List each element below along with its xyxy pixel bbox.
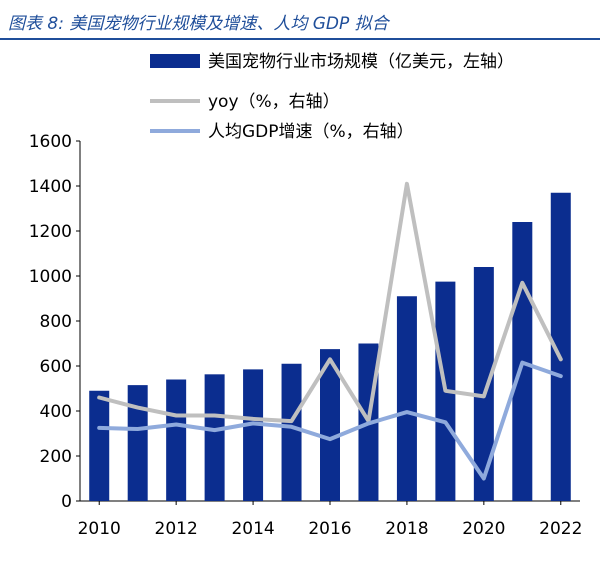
y-tick-label: 1200	[29, 222, 72, 242]
bar	[320, 349, 340, 501]
figure-title: 图表 8: 美国宠物行业规模及增速、人均 GDP 拟合	[8, 14, 391, 34]
bar	[204, 374, 225, 501]
x-tick-label: 2016	[308, 519, 351, 539]
bar	[243, 369, 264, 501]
legend: 美国宠物行业市场规模（亿美元，左轴） yoy（%，右轴） 人均GDP增速（%，右轴）	[150, 52, 514, 142]
legend-label: 美国宠物行业市场规模（亿美元，左轴）	[208, 52, 514, 72]
legend-label: 人均GDP增速（%，右轴）	[208, 122, 414, 142]
x-tick-label: 2014	[231, 519, 274, 539]
y-tick-label: 0	[61, 492, 72, 512]
x-tick-label: 2020	[462, 519, 505, 539]
bar	[127, 385, 148, 501]
x-tick-label: 2012	[155, 519, 198, 539]
y-tick-label: 1400	[29, 177, 72, 197]
legend-swatch-bar	[150, 54, 200, 68]
x-tick-label: 2018	[385, 519, 428, 539]
yoy-line	[97, 181, 563, 424]
y-tick-label: 800	[40, 312, 72, 332]
bar	[473, 267, 494, 501]
y-tick-label: 600	[40, 357, 72, 377]
y-tick-label: 200	[40, 447, 72, 467]
bar	[396, 296, 417, 501]
axes: 0 200 400 600 800 1000 1200 1400 1600 2010 2012 201…	[29, 132, 583, 539]
x-tick-label: 2010	[78, 519, 121, 539]
x-tick-label: 2022	[539, 519, 582, 539]
y-tick-label: 400	[40, 402, 72, 422]
bar	[550, 192, 571, 501]
bar	[281, 363, 302, 501]
y-tick-label: 1600	[29, 132, 72, 152]
bar	[166, 379, 187, 501]
legend-label: yoy（%，右轴）	[208, 92, 340, 112]
gdp-growth-line	[97, 360, 563, 481]
bar	[89, 390, 110, 501]
line-series	[97, 181, 563, 481]
bar-series	[89, 192, 571, 501]
y-tick-label: 1000	[29, 267, 72, 287]
